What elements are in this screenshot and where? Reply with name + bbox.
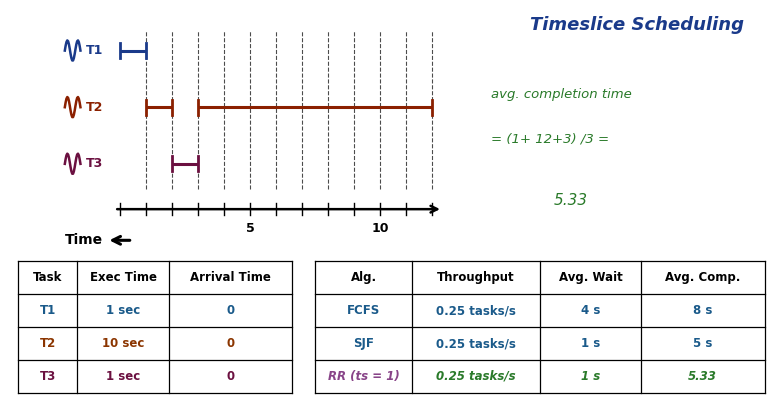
Text: T3: T3 <box>40 370 56 383</box>
Text: 5.33: 5.33 <box>553 193 587 208</box>
Text: Throughput: Throughput <box>437 271 514 284</box>
Text: 1 s: 1 s <box>581 337 600 350</box>
Text: Avg. Comp.: Avg. Comp. <box>665 271 740 284</box>
Text: 5 s: 5 s <box>693 337 713 350</box>
Text: 0.25 tasks/s: 0.25 tasks/s <box>436 370 516 383</box>
Text: T2: T2 <box>40 337 56 350</box>
Text: 0.25 tasks/s: 0.25 tasks/s <box>436 337 516 350</box>
Text: avg. completion time: avg. completion time <box>491 88 632 101</box>
Text: FCFS: FCFS <box>347 304 380 317</box>
Text: 0: 0 <box>227 304 235 317</box>
Text: 5.33: 5.33 <box>688 370 717 383</box>
Text: 1 sec: 1 sec <box>106 370 141 383</box>
Text: T1: T1 <box>40 304 56 317</box>
Text: 1 sec: 1 sec <box>106 304 141 317</box>
Text: T1: T1 <box>85 44 103 57</box>
Text: Alg.: Alg. <box>350 271 377 284</box>
Text: 5: 5 <box>246 222 254 234</box>
Text: SJF: SJF <box>353 337 374 350</box>
Text: 0: 0 <box>227 337 235 350</box>
Text: 0.25 tasks/s: 0.25 tasks/s <box>436 304 516 317</box>
Text: 10: 10 <box>371 222 389 234</box>
Text: 0: 0 <box>227 370 235 383</box>
Text: 1 s: 1 s <box>581 370 600 383</box>
Text: T3: T3 <box>85 157 103 170</box>
Text: = (1+ 12+3) /3 =: = (1+ 12+3) /3 = <box>491 133 609 146</box>
Text: T2: T2 <box>85 101 103 114</box>
Text: Avg. Wait: Avg. Wait <box>559 271 622 284</box>
Text: 4 s: 4 s <box>580 304 600 317</box>
Text: Arrival Time: Arrival Time <box>190 271 271 284</box>
Text: Exec Time: Exec Time <box>89 271 157 284</box>
Text: 8 s: 8 s <box>693 304 713 317</box>
Text: Time: Time <box>64 233 103 247</box>
Text: 10 sec: 10 sec <box>102 337 145 350</box>
Text: Task: Task <box>33 271 62 284</box>
Text: Timeslice Scheduling: Timeslice Scheduling <box>530 16 744 34</box>
Text: RR (ts = 1): RR (ts = 1) <box>328 370 399 383</box>
